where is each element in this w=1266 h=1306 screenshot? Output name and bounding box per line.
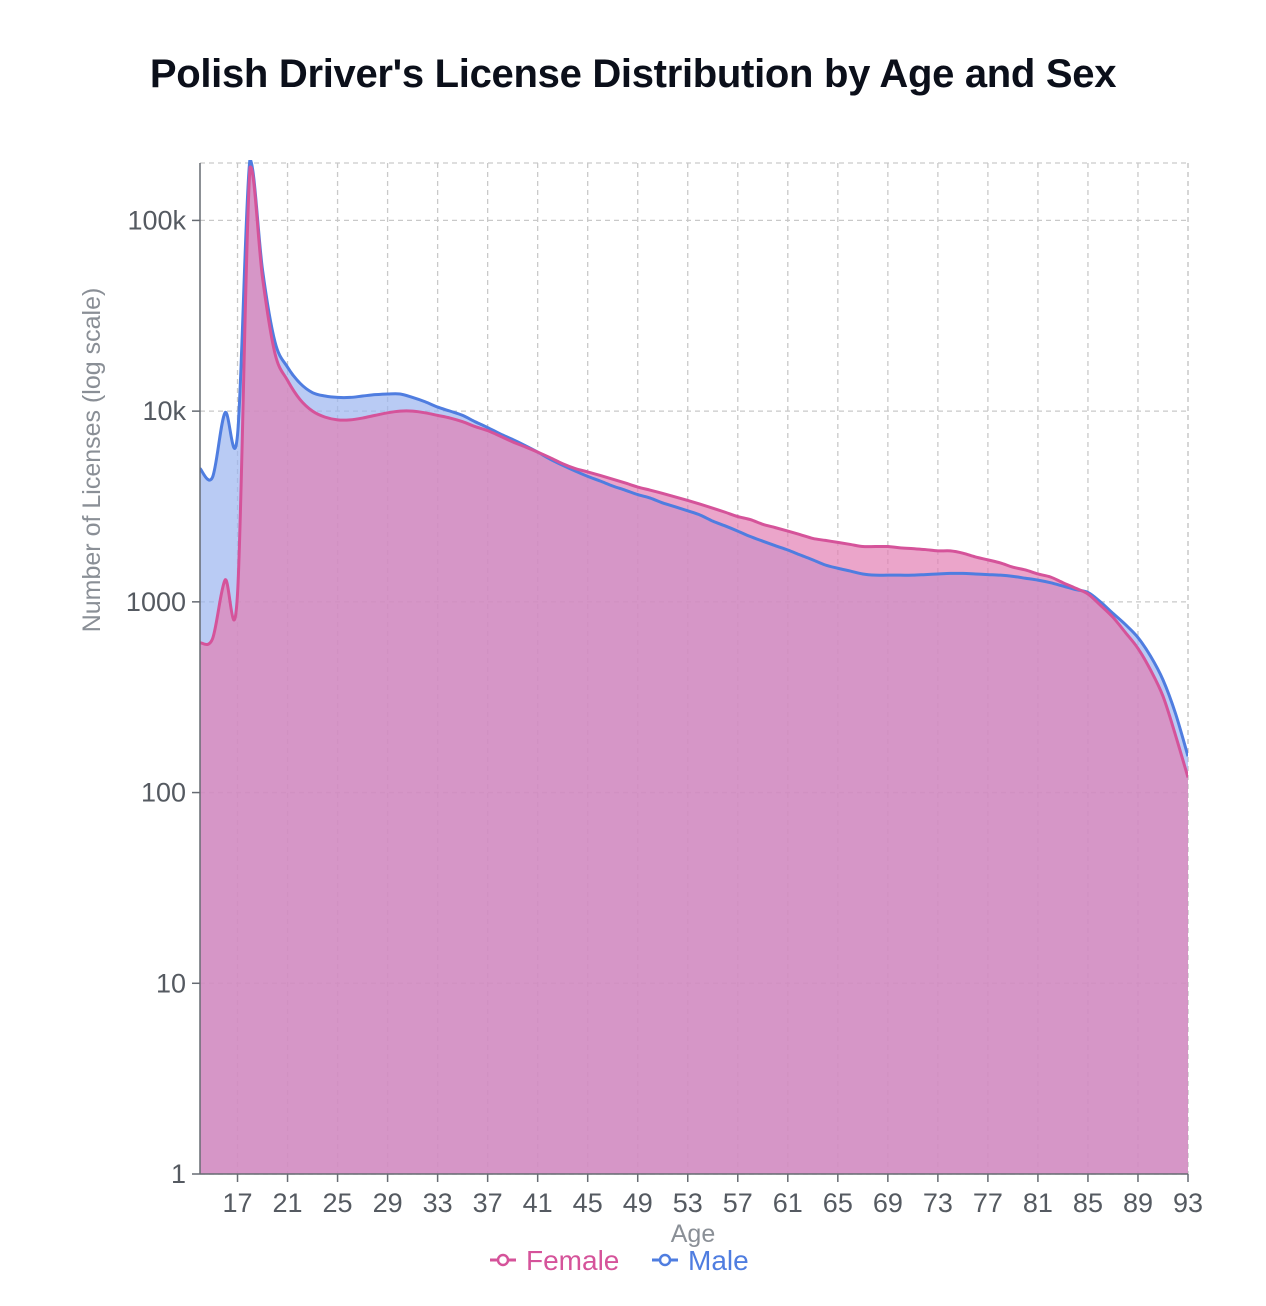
legend: Female Male [490,1245,749,1276]
y-tick-label: 1000 [126,587,186,617]
legend-item-male[interactable]: Male [652,1245,749,1276]
y-tick-label: 10 [156,968,186,998]
x-tick-label: 41 [523,1188,553,1218]
series-lines [200,160,1188,778]
x-tick-label: 85 [1073,1188,1103,1218]
female-line [200,165,1188,778]
x-tick-label: 89 [1123,1188,1153,1218]
x-tick-label: 25 [323,1188,353,1218]
legend-marker [496,1253,510,1267]
x-tick-label: 77 [973,1188,1003,1218]
legend-label: Female [526,1245,619,1276]
x-tick-label: 37 [473,1188,503,1218]
x-tick-label: 69 [873,1188,903,1218]
female-area [200,167,1188,1174]
series-areas [200,160,1188,1174]
x-tick-label: 61 [773,1188,803,1218]
x-tick-label: 17 [222,1188,252,1218]
legend-label: Male [688,1245,749,1276]
x-tick-label: 33 [423,1188,453,1218]
x-tick-label: 53 [673,1188,703,1218]
y-tick-label: 10k [142,396,186,426]
x-tick-label: 81 [1023,1188,1053,1218]
x-tick-label: 49 [623,1188,653,1218]
x-tick-label: 29 [373,1188,403,1218]
axes [192,163,1189,1182]
x-tick-label: 57 [723,1188,753,1218]
legend-marker [658,1253,672,1267]
x-tick-label: 73 [923,1188,953,1218]
chart-title: Polish Driver's License Distribution by … [149,52,1117,96]
x-tick-label: 65 [823,1188,853,1218]
legend-item-female[interactable]: Female [490,1245,619,1276]
x-axis-title: Age [671,1220,715,1248]
tick-labels: 1 10 100 1000 10k 100k 17 21 25 29 33 37 41 45 49 53 57 6… [126,205,1203,1218]
y-tick-label: 100k [127,205,186,235]
y-axis-title: Number of Licenses (log scale) [78,288,106,633]
x-tick-label: 21 [273,1188,303,1218]
x-tick-label: 45 [573,1188,603,1218]
y-tick-label: 1 [171,1159,186,1189]
x-tick-label: 93 [1173,1188,1203,1218]
y-tick-label: 100 [141,778,186,808]
male-line [200,160,1188,757]
